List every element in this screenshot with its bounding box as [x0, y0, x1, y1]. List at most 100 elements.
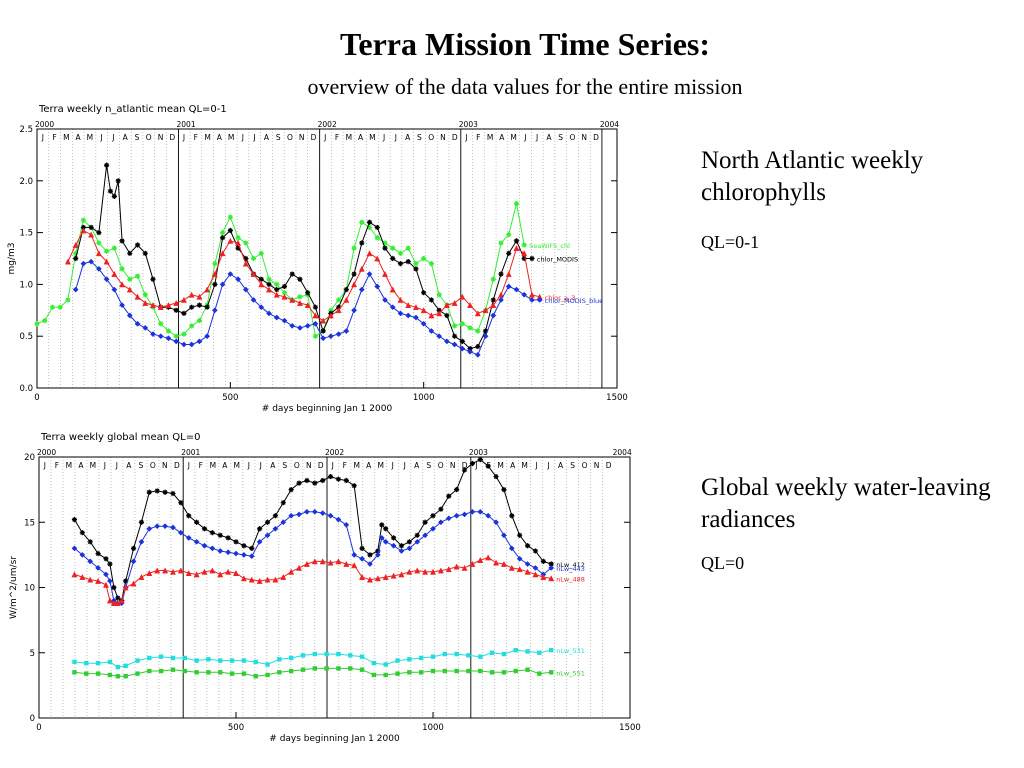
- month-letter: M: [210, 461, 216, 470]
- y-tick-label: 2.5: [19, 125, 33, 135]
- data-point: [513, 668, 518, 674]
- data-point: [371, 660, 377, 666]
- month-letter: M: [63, 133, 69, 142]
- month-letter: J: [41, 133, 44, 142]
- data-point: [521, 291, 528, 298]
- data-point: [281, 317, 288, 324]
- month-letter: M: [377, 461, 383, 470]
- data-point: [358, 265, 365, 272]
- data-point: [193, 538, 200, 545]
- month-letter: J: [391, 461, 394, 470]
- data-point: [201, 568, 208, 575]
- y-tick-label: 20: [24, 453, 35, 463]
- month-letter: M: [90, 461, 96, 470]
- data-point: [454, 651, 459, 657]
- data-point: [351, 483, 357, 489]
- data-point: [390, 572, 397, 579]
- month-letter: M: [487, 133, 493, 142]
- data-point: [95, 250, 102, 257]
- bottom-annotation-heading: Global weekly water-leaving radiances: [701, 474, 991, 533]
- data-point: [250, 296, 257, 303]
- data-point: [390, 245, 396, 251]
- data-point: [374, 235, 380, 241]
- data-point: [281, 293, 288, 300]
- data-point: [549, 647, 554, 653]
- data-point: [178, 500, 184, 506]
- series-chlor_MODIS_blue: chlor_MODIS_blue: [72, 258, 603, 358]
- data-point: [146, 569, 153, 576]
- data-point: [229, 671, 235, 676]
- year-label: 2004: [600, 120, 619, 129]
- data-point: [64, 258, 71, 265]
- y-axis-label: mg/m3: [7, 242, 17, 274]
- data-point: [115, 178, 121, 184]
- bottom-annotation-ql: QL=0: [701, 553, 745, 573]
- data-point: [288, 655, 294, 661]
- month-letter: A: [546, 133, 552, 142]
- month-letter: J: [535, 461, 538, 470]
- data-point: [157, 333, 164, 340]
- month-letter: J: [475, 461, 478, 470]
- data-point: [467, 348, 474, 355]
- data-point: [194, 658, 199, 663]
- data-point: [219, 250, 226, 257]
- data-point: [436, 292, 442, 298]
- data-point: [71, 545, 78, 552]
- data-point: [382, 296, 388, 303]
- month-letter: N: [450, 461, 456, 470]
- data-point: [300, 667, 306, 672]
- data-point: [490, 312, 497, 319]
- data-point: [220, 235, 226, 241]
- data-point: [430, 668, 436, 674]
- data-point: [391, 535, 397, 541]
- data-point: [154, 567, 161, 574]
- y-axis-label: W/m^2/um/sr: [9, 556, 19, 619]
- year-label: 2002: [318, 120, 337, 129]
- x-tick-label: 500: [222, 393, 238, 403]
- data-point: [328, 307, 334, 313]
- data-point: [312, 304, 318, 310]
- data-point: [474, 351, 481, 358]
- data-point: [72, 241, 79, 248]
- data-point: [272, 525, 279, 532]
- data-point: [500, 560, 507, 567]
- data-point: [194, 519, 200, 525]
- data-point: [106, 597, 113, 604]
- data-point: [508, 545, 515, 552]
- data-point: [516, 566, 523, 573]
- month-letter: O: [570, 133, 576, 142]
- data-point: [227, 237, 234, 244]
- data-point: [429, 568, 437, 575]
- month-letter: D: [311, 133, 317, 142]
- data-point: [142, 250, 148, 256]
- data-point: [96, 230, 102, 236]
- month-letter: J: [547, 461, 550, 470]
- data-point: [366, 271, 373, 277]
- data-point: [548, 575, 555, 582]
- series-nLw_488: nLw_488: [71, 554, 585, 607]
- month-letter: O: [146, 133, 152, 142]
- data-point: [118, 597, 125, 604]
- data-point: [459, 338, 465, 344]
- data-point: [489, 670, 495, 675]
- data-point: [204, 286, 211, 293]
- data-point: [524, 543, 531, 549]
- data-point: [437, 519, 444, 526]
- slide-subtitle: overview of the data values for the enti…: [307, 74, 743, 99]
- y-tick-label: 1.0: [19, 280, 33, 290]
- month-letter: M: [353, 461, 359, 470]
- data-point: [407, 670, 412, 675]
- month-letter: J: [323, 133, 326, 142]
- data-point: [196, 293, 203, 300]
- data-point: [162, 489, 168, 495]
- data-point: [134, 293, 141, 300]
- data-point: [513, 647, 518, 653]
- data-point: [103, 258, 110, 265]
- month-letter: J: [253, 133, 256, 142]
- data-point: [277, 670, 282, 675]
- data-point: [390, 542, 397, 549]
- data-point: [127, 250, 133, 256]
- data-point: [443, 301, 450, 308]
- month-letter: S: [417, 133, 422, 142]
- data-point: [374, 255, 381, 262]
